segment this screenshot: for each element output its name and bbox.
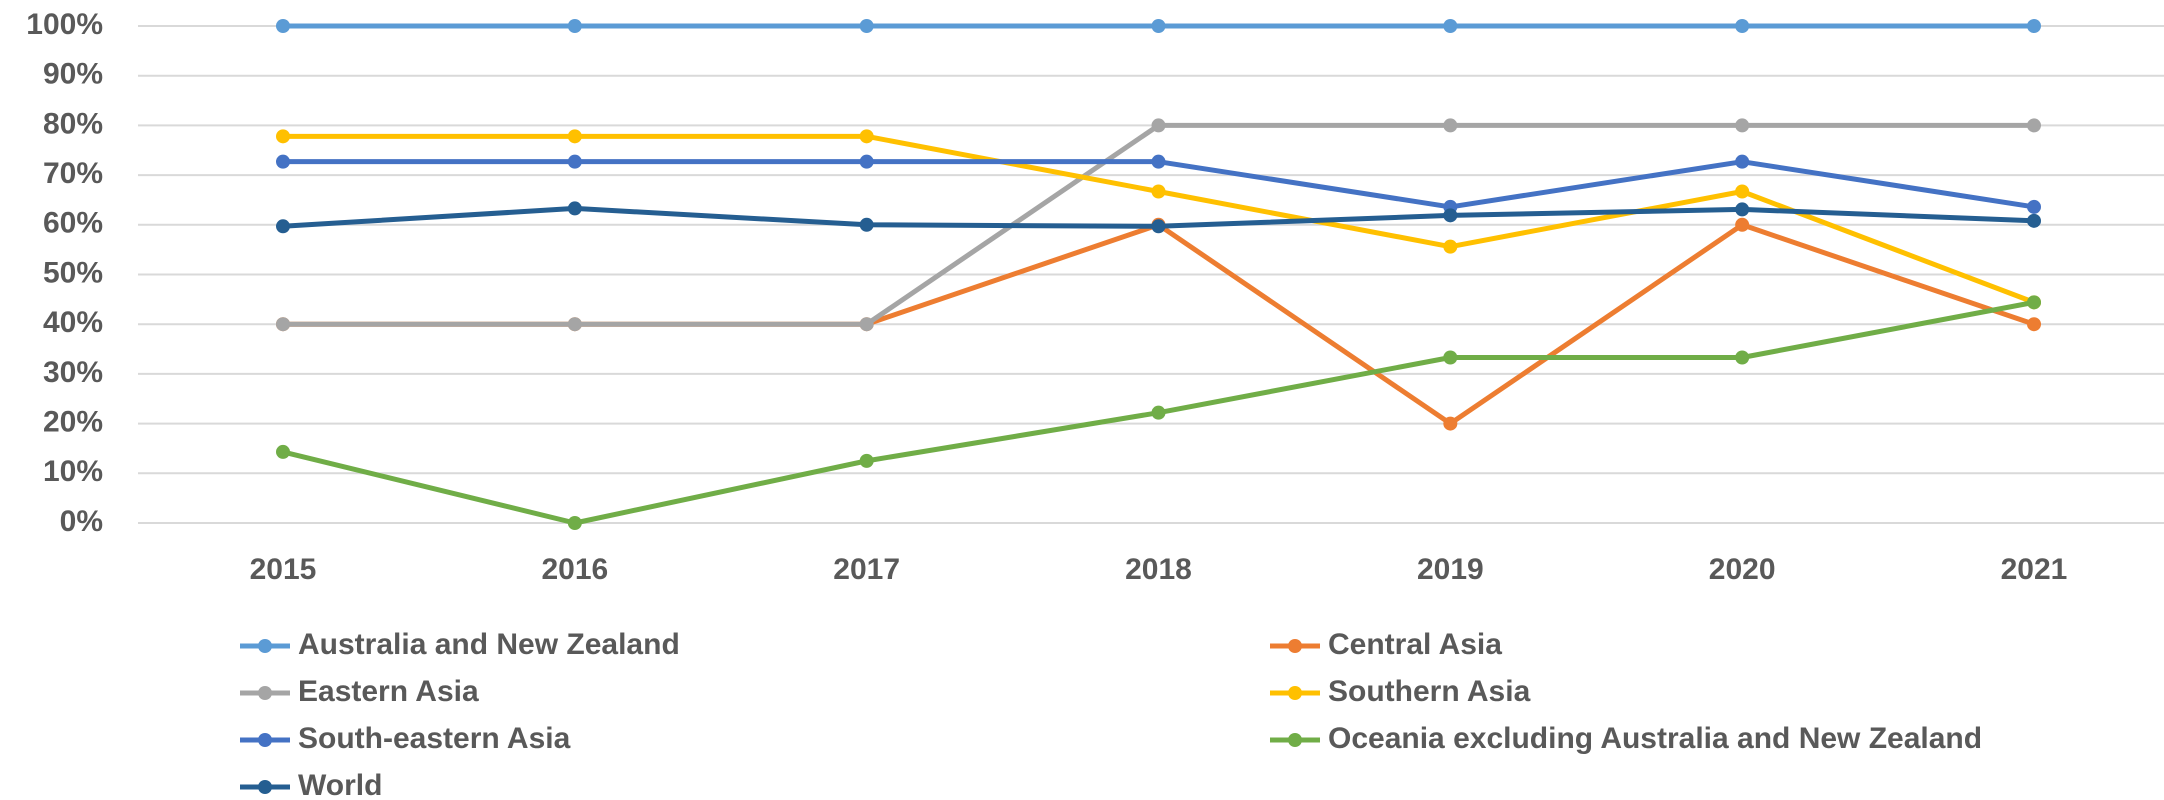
data-point — [276, 219, 290, 234]
data-point — [1735, 19, 1750, 33]
data-point — [2027, 213, 2041, 228]
data-point — [1151, 154, 1166, 169]
legend-label: Southern Asia — [1328, 675, 1531, 708]
legend-label: Australia and New Zealand — [298, 628, 680, 661]
data-point — [276, 154, 290, 169]
legend-marker — [258, 780, 272, 794]
data-point — [2027, 19, 2041, 33]
data-point — [1443, 239, 1458, 254]
data-point — [1735, 350, 1750, 365]
data-point — [276, 317, 290, 332]
data-point — [276, 19, 290, 33]
y-tick-label: 40% — [43, 306, 103, 339]
legend-label: Central Asia — [1328, 628, 1502, 661]
y-tick-label: 100% — [26, 8, 103, 41]
data-point — [567, 201, 582, 216]
y-tick-label: 50% — [43, 256, 103, 289]
data-point — [859, 154, 874, 169]
data-point — [2027, 118, 2041, 133]
legend-marker — [258, 639, 272, 653]
data-point — [2027, 199, 2041, 214]
x-tick-label: 2016 — [541, 553, 608, 586]
data-point — [2027, 317, 2041, 332]
y-tick-label: 10% — [43, 455, 103, 488]
data-point — [1443, 19, 1458, 33]
legend-label: Eastern Asia — [298, 675, 479, 708]
x-tick-label: 2018 — [1125, 553, 1192, 586]
data-point — [1151, 405, 1166, 420]
data-point — [567, 154, 582, 169]
data-point — [2027, 295, 2041, 310]
y-tick-label: 90% — [43, 58, 103, 91]
data-point — [567, 19, 582, 33]
data-point — [1443, 208, 1458, 223]
legend-label: South-eastern Asia — [298, 722, 571, 755]
data-point — [276, 129, 290, 144]
x-tick-label: 2015 — [250, 553, 317, 586]
data-point — [567, 516, 582, 530]
data-point — [859, 129, 874, 144]
y-tick-label: 20% — [43, 406, 103, 439]
legend-marker — [258, 686, 272, 700]
data-point — [1735, 154, 1750, 169]
data-point — [1735, 184, 1750, 199]
data-point — [1151, 19, 1166, 33]
data-point — [1443, 416, 1458, 431]
legend-label: Oceania excluding Australia and New Zeal… — [1328, 722, 1982, 755]
data-point — [859, 19, 874, 33]
y-tick-label: 80% — [43, 107, 103, 140]
data-point — [1735, 118, 1750, 133]
legend-marker — [1288, 686, 1302, 700]
y-tick-label: 60% — [43, 207, 103, 240]
x-tick-label: 2017 — [833, 553, 900, 586]
x-tick-label: 2020 — [1709, 553, 1776, 586]
y-tick-label: 30% — [43, 356, 103, 389]
data-point — [1151, 118, 1166, 133]
data-point — [859, 217, 874, 232]
legend-label: World — [298, 769, 382, 800]
legend-marker — [258, 733, 272, 747]
data-point — [1735, 202, 1750, 217]
data-point — [567, 129, 582, 144]
data-point — [1151, 184, 1166, 199]
data-point — [1735, 217, 1750, 232]
x-tick-label: 2019 — [1417, 553, 1484, 586]
data-point — [1151, 219, 1166, 234]
legend-marker — [1288, 639, 1302, 653]
data-point — [1443, 118, 1458, 133]
legend-marker — [1288, 733, 1302, 747]
data-point — [859, 453, 874, 468]
x-tick-label: 2021 — [2001, 553, 2068, 586]
data-point — [567, 317, 582, 332]
y-tick-label: 0% — [60, 505, 103, 538]
y-tick-label: 70% — [43, 157, 103, 190]
data-point — [276, 444, 290, 459]
data-point — [859, 317, 874, 332]
data-point — [1443, 350, 1458, 365]
